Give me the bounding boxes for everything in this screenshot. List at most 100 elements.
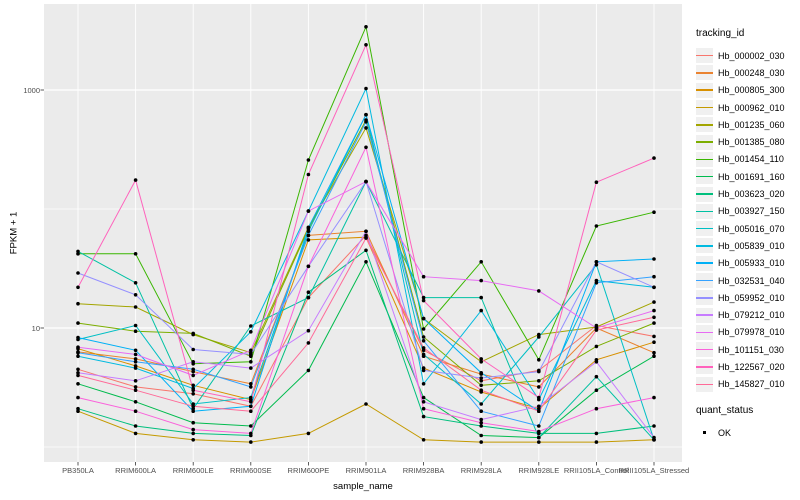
legend-item: Hb_003927_150 <box>696 203 800 220</box>
data-point <box>191 331 195 336</box>
data-point <box>191 420 195 425</box>
data-point <box>537 424 541 428</box>
data-point <box>364 112 368 117</box>
data-point <box>191 392 195 396</box>
data-point <box>76 371 80 375</box>
data-point <box>133 424 138 428</box>
data-point <box>364 126 368 130</box>
data-point <box>421 274 426 279</box>
legend-key <box>696 100 713 116</box>
legend-item-label: Hb_001385_080 <box>718 137 785 148</box>
data-point <box>76 395 80 400</box>
legend-item-label: Hb_000002_030 <box>718 50 785 61</box>
legend-line-swatch <box>696 175 713 178</box>
data-point <box>306 341 311 345</box>
data-point <box>76 406 80 411</box>
legend-item-label: Hb_005839_010 <box>718 240 785 251</box>
data-point <box>133 357 138 361</box>
data-point <box>594 440 599 444</box>
legend-item: Hb_059952_010 <box>696 289 800 306</box>
data-point <box>306 209 311 213</box>
x-tick-label: RRIM600LA <box>115 466 157 475</box>
data-point <box>249 348 253 353</box>
data-point <box>191 367 195 372</box>
data-point <box>133 305 138 309</box>
data-point <box>364 25 368 29</box>
legend-item: Hb_005839_010 <box>696 237 800 254</box>
data-point <box>76 382 80 386</box>
data-point <box>594 360 599 364</box>
data-point <box>479 278 484 283</box>
data-point <box>306 264 311 269</box>
data-point <box>249 431 253 436</box>
legend-line-swatch <box>696 297 713 299</box>
data-point <box>421 406 426 411</box>
x-tick-label: PB350LA <box>62 466 94 475</box>
data-point <box>76 373 80 378</box>
legend-key <box>696 82 713 98</box>
data-point <box>594 224 599 228</box>
data-point <box>191 360 195 364</box>
data-point <box>421 414 426 419</box>
x-tick-label: RRII105LA_Stressed <box>618 466 690 475</box>
legend-line-swatch <box>696 54 713 57</box>
data-point <box>652 321 656 325</box>
data-point <box>479 357 484 361</box>
data-point <box>249 400 253 404</box>
data-point <box>421 327 426 331</box>
data-point <box>421 352 426 357</box>
legend-item-label: Hb_005933_010 <box>718 258 785 269</box>
legend-item: Hb_079978_010 <box>696 324 800 341</box>
data-point <box>76 345 80 350</box>
y-tick-label: 10 <box>31 323 40 333</box>
legend-key <box>696 203 713 219</box>
legend-line-swatch <box>696 158 713 161</box>
data-point <box>133 400 138 404</box>
legend-item: Hb_000248_030 <box>696 64 800 81</box>
legend-item: Hb_079212_010 <box>696 306 800 323</box>
data-point <box>594 374 599 379</box>
data-point <box>76 335 80 340</box>
legend-key <box>696 307 713 323</box>
legend-item-label: Hb_032531_040 <box>718 275 785 286</box>
data-point <box>76 301 80 306</box>
data-point <box>594 344 599 349</box>
legend-item-label: Hb_000248_030 <box>718 67 785 78</box>
data-point <box>364 86 368 91</box>
legend-key <box>696 273 713 288</box>
data-point <box>652 340 656 345</box>
data-point <box>652 308 656 313</box>
legend-item-label: Hb_145827_010 <box>718 379 785 390</box>
data-point <box>421 438 426 442</box>
legend-line-swatch <box>696 279 713 282</box>
legend-item: Hb_001691_160 <box>696 168 800 185</box>
data-point <box>364 229 368 234</box>
data-point <box>479 260 484 264</box>
data-point <box>249 366 253 370</box>
data-point <box>306 290 311 295</box>
legend-line-swatch <box>696 141 713 143</box>
legend-key <box>696 134 713 150</box>
legend-key <box>696 48 713 64</box>
data-point <box>652 257 656 261</box>
data-point <box>191 383 195 388</box>
data-point <box>537 395 541 400</box>
legend-item-label: Hb_079978_010 <box>718 327 785 338</box>
data-point <box>133 281 138 285</box>
data-point <box>479 376 484 380</box>
data-point <box>133 348 138 353</box>
data-point <box>76 271 80 275</box>
data-point <box>537 404 541 409</box>
legend-line-swatch <box>696 314 713 316</box>
legend-item: Hb_145827_010 <box>696 376 800 393</box>
y-axis-title: FPKM + 1 <box>8 211 20 255</box>
data-point <box>479 424 484 428</box>
data-point <box>652 274 656 279</box>
legend-item-label: Hb_001454_110 <box>718 154 784 165</box>
data-point <box>133 360 138 364</box>
data-point <box>479 420 484 425</box>
legend-key <box>696 65 713 81</box>
legend-item: Hb_000002_030 <box>696 47 800 64</box>
data-point <box>306 368 311 373</box>
